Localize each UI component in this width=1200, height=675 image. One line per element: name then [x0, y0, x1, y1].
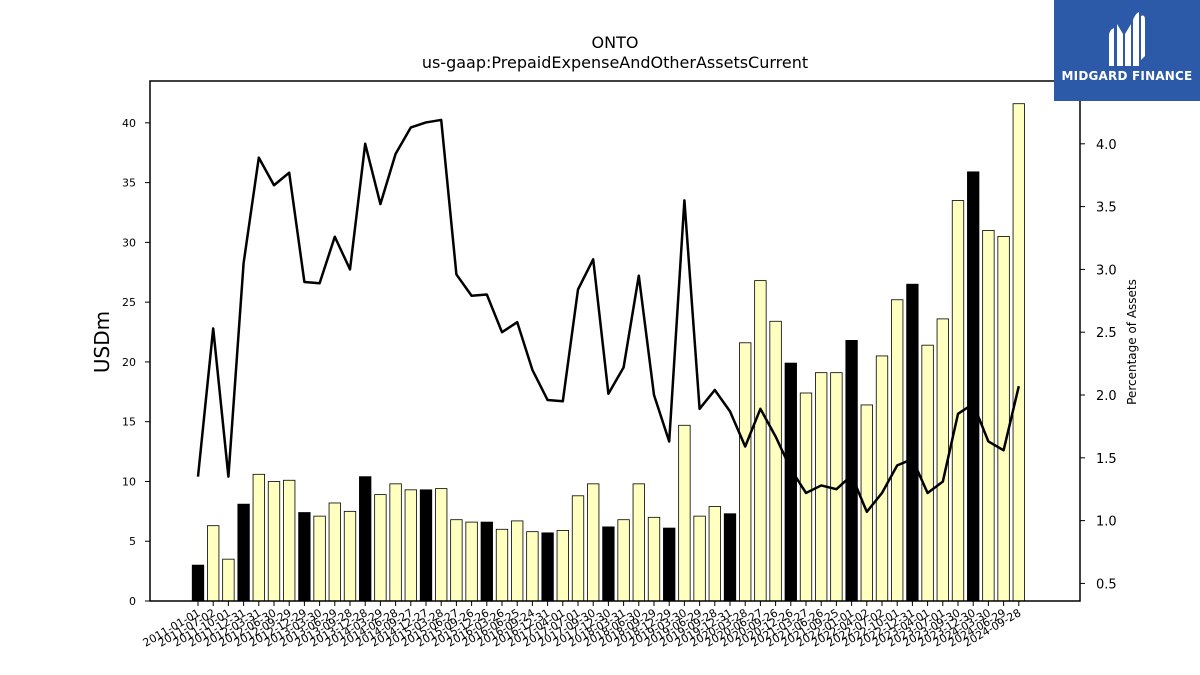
- bar: [708, 506, 721, 602]
- bar: [845, 339, 858, 602]
- bar: [191, 564, 205, 602]
- y-tick-label: 15: [122, 416, 136, 429]
- plot-frame: [149, 80, 1081, 602]
- bar: [252, 473, 265, 602]
- percentage-line: [196, 118, 1021, 514]
- bar: [298, 512, 311, 602]
- y-tick-label: 20: [122, 356, 136, 369]
- y-axis-label: USDm: [90, 311, 114, 373]
- bar: [921, 344, 934, 602]
- bar: [602, 526, 615, 602]
- bar: [784, 362, 797, 602]
- bar: [495, 528, 509, 602]
- bar: [951, 200, 965, 602]
- brand-logo: MIDGARD FINANCE: [1054, 0, 1200, 101]
- y-tick-label: 30: [122, 236, 136, 249]
- y2-tick-label: 4.0: [1096, 138, 1117, 153]
- bar: [374, 494, 387, 602]
- logo-mark-icon: [1109, 12, 1145, 66]
- bar: [511, 520, 524, 602]
- bar: [267, 481, 281, 602]
- bar: [556, 530, 569, 602]
- y-axis-left: 0 5 10 15 20 25 30 35 40: [122, 117, 150, 608]
- bar: [769, 320, 782, 602]
- bar: [693, 515, 706, 602]
- bar: [754, 280, 767, 602]
- bar: [343, 510, 357, 602]
- bar: [739, 342, 752, 602]
- bar: [435, 488, 448, 602]
- bar: [632, 483, 645, 602]
- bar: [982, 230, 995, 602]
- y-axis-right: 0.5 1.0 1.5 2.0 2.5 3.0 3.5 4.0: [1080, 138, 1117, 592]
- bar: [875, 355, 889, 602]
- y-tick-label: 5: [129, 535, 136, 548]
- bar: [328, 502, 341, 602]
- y-tick-label: 10: [122, 475, 136, 488]
- bar: [283, 479, 296, 602]
- bar: [404, 489, 417, 602]
- bar: [389, 483, 402, 602]
- y2-tick-label: 2.0: [1096, 389, 1117, 404]
- y-tick-label: 40: [122, 117, 136, 130]
- y2-tick-label: 3.5: [1096, 201, 1117, 216]
- bar: [663, 527, 676, 602]
- y2-tick-label: 2.5: [1096, 326, 1117, 341]
- y2-axis-label: Percentage of Assets: [1125, 279, 1139, 405]
- bar: [465, 521, 478, 602]
- bar: [967, 171, 980, 602]
- bar: [891, 299, 904, 602]
- chart-title: ONTO: [592, 33, 639, 52]
- y2-tick-label: 3.0: [1096, 263, 1117, 278]
- bar: [906, 283, 919, 602]
- bar: [237, 503, 250, 602]
- bar: [526, 531, 539, 602]
- bar: [313, 515, 326, 602]
- bar: [207, 525, 220, 602]
- y2-tick-label: 1.0: [1096, 515, 1117, 530]
- y-tick-label: 0: [129, 595, 136, 608]
- bar: [450, 519, 463, 602]
- bar: [480, 521, 493, 602]
- bar: [359, 476, 372, 602]
- bar: [419, 489, 433, 602]
- bar: [723, 513, 737, 602]
- bar: [617, 519, 630, 602]
- bar: [1012, 103, 1025, 602]
- y2-tick-label: 0.5: [1096, 577, 1117, 592]
- x-axis: 2011-01-012011-07-022011-10-012011-12-31…: [141, 601, 1023, 650]
- bar-series: [191, 103, 1025, 602]
- bar: [222, 558, 235, 602]
- y2-tick-label: 1.5: [1096, 452, 1117, 467]
- bar: [541, 532, 554, 602]
- chart-subtitle: us-gaap:PrepaidExpenseAndOtherAssetsCurr…: [422, 53, 808, 72]
- bar: [678, 424, 691, 602]
- logo-text: MIDGARD FINANCE: [1061, 69, 1193, 83]
- y-tick-label: 35: [122, 177, 136, 190]
- bar: [997, 235, 1010, 602]
- bar: [647, 516, 661, 602]
- bar: [587, 483, 600, 602]
- bar: [799, 392, 813, 602]
- y-tick-label: 25: [122, 296, 136, 309]
- line-series: [196, 118, 1021, 514]
- bar: [571, 495, 585, 602]
